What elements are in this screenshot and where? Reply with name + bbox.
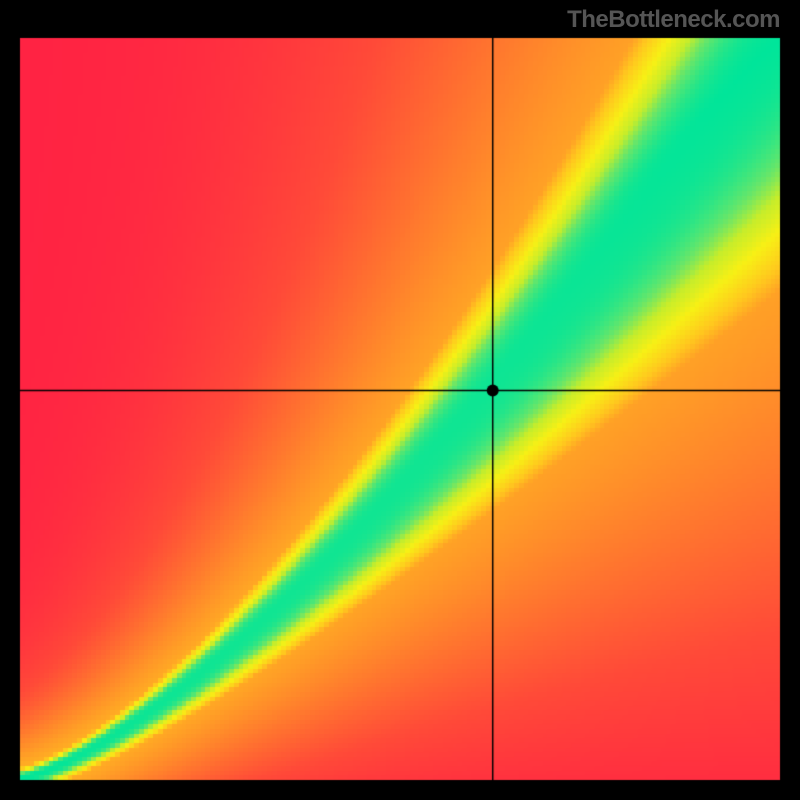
chart-container: TheBottleneck.com	[0, 0, 800, 800]
watermark-text: TheBottleneck.com	[567, 6, 780, 34]
heatmap-canvas	[0, 0, 800, 800]
